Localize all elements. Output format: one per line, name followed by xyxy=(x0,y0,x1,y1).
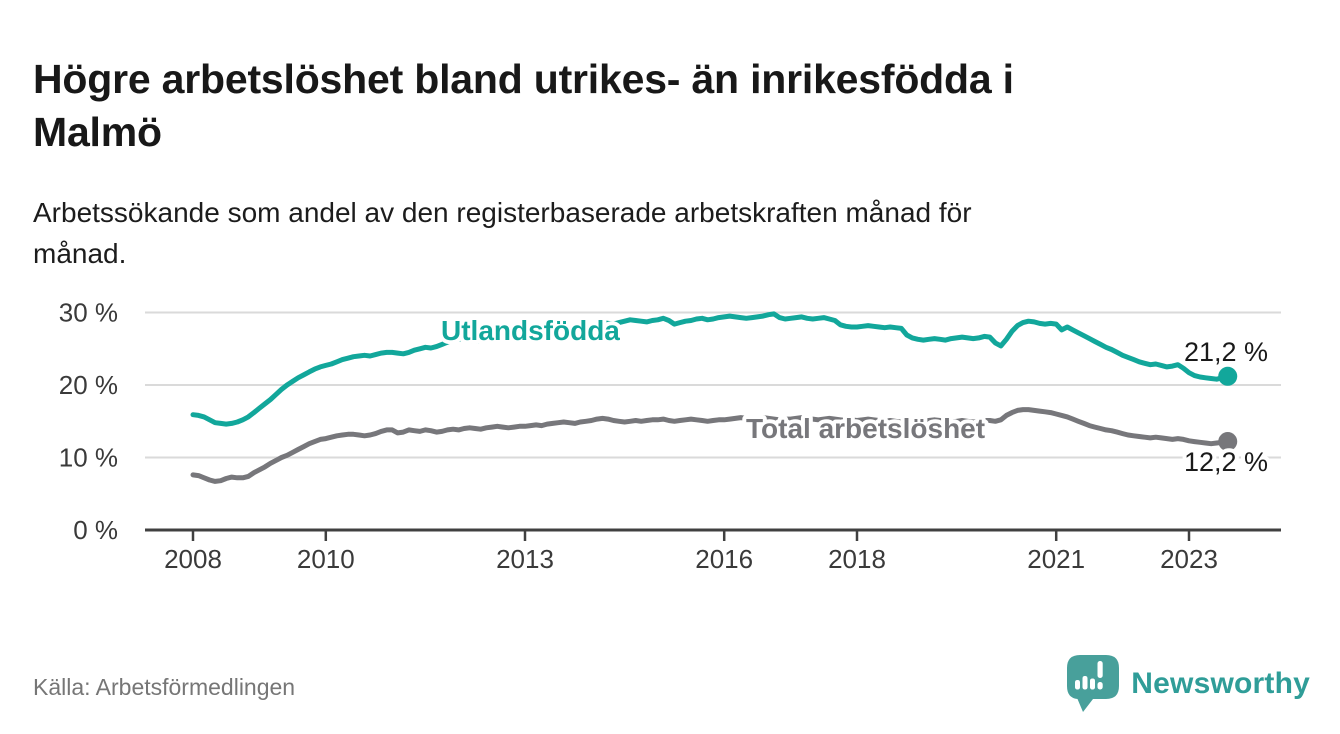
series-label-utlandsfodda: Utlandsfödda xyxy=(441,315,620,346)
y-tick-label-20: 20 % xyxy=(59,370,118,400)
x-tick-label-2016: 2016 xyxy=(695,544,753,574)
page-subtitle-line2: månad. xyxy=(33,237,127,269)
y-tick-label-30: 30 % xyxy=(59,298,118,328)
brand-name: Newsworthy xyxy=(1131,666,1310,700)
x-tick-label-2021: 2021 xyxy=(1027,544,1085,574)
y-tick-label-0: 0 % xyxy=(73,515,118,545)
page-subtitle: Arbetssökande som andel av den registerb… xyxy=(33,193,972,274)
series-end-dot-total-arbetsloshet xyxy=(1218,432,1238,452)
page-subtitle-line1: Arbetssökande som andel av den registerb… xyxy=(33,197,972,228)
x-tick-label-2023: 2023 xyxy=(1160,544,1218,574)
page-title-line2: Malmö xyxy=(33,108,162,155)
y-tick-label-10: 10 % xyxy=(59,443,118,473)
series-line-utlandsfodda xyxy=(190,311,1231,427)
series-line-total-arbetsloshet xyxy=(190,407,1231,484)
source-note: Källa: Arbetsförmedlingen xyxy=(33,674,296,700)
x-tick-label-2013: 2013 xyxy=(496,544,554,574)
end-value-label-total-arbetsloshet: 12,2 % xyxy=(1184,447,1268,477)
end-value-label-utlandsfodda: 21,2 % xyxy=(1184,337,1268,367)
x-tick-label-2018: 2018 xyxy=(828,544,886,574)
page-title-line1: Högre arbetslöshet bland utrikes- än inr… xyxy=(33,56,1014,103)
newsworthy-logo-link[interactable]: Newsworthy xyxy=(1066,654,1310,713)
page-title: Högre arbetslöshet bland utrikes- än inr… xyxy=(33,53,1014,157)
x-tick-label-2010: 2010 xyxy=(297,544,355,574)
speech-bubble-bar-chart-icon xyxy=(1067,655,1120,712)
series-end-dot-utlandsfodda xyxy=(1218,366,1238,386)
series-label-total-arbetsloshet: Total arbetslöshet xyxy=(746,413,985,444)
x-tick-label-2008: 2008 xyxy=(164,544,222,574)
logo-bars xyxy=(1075,661,1103,690)
